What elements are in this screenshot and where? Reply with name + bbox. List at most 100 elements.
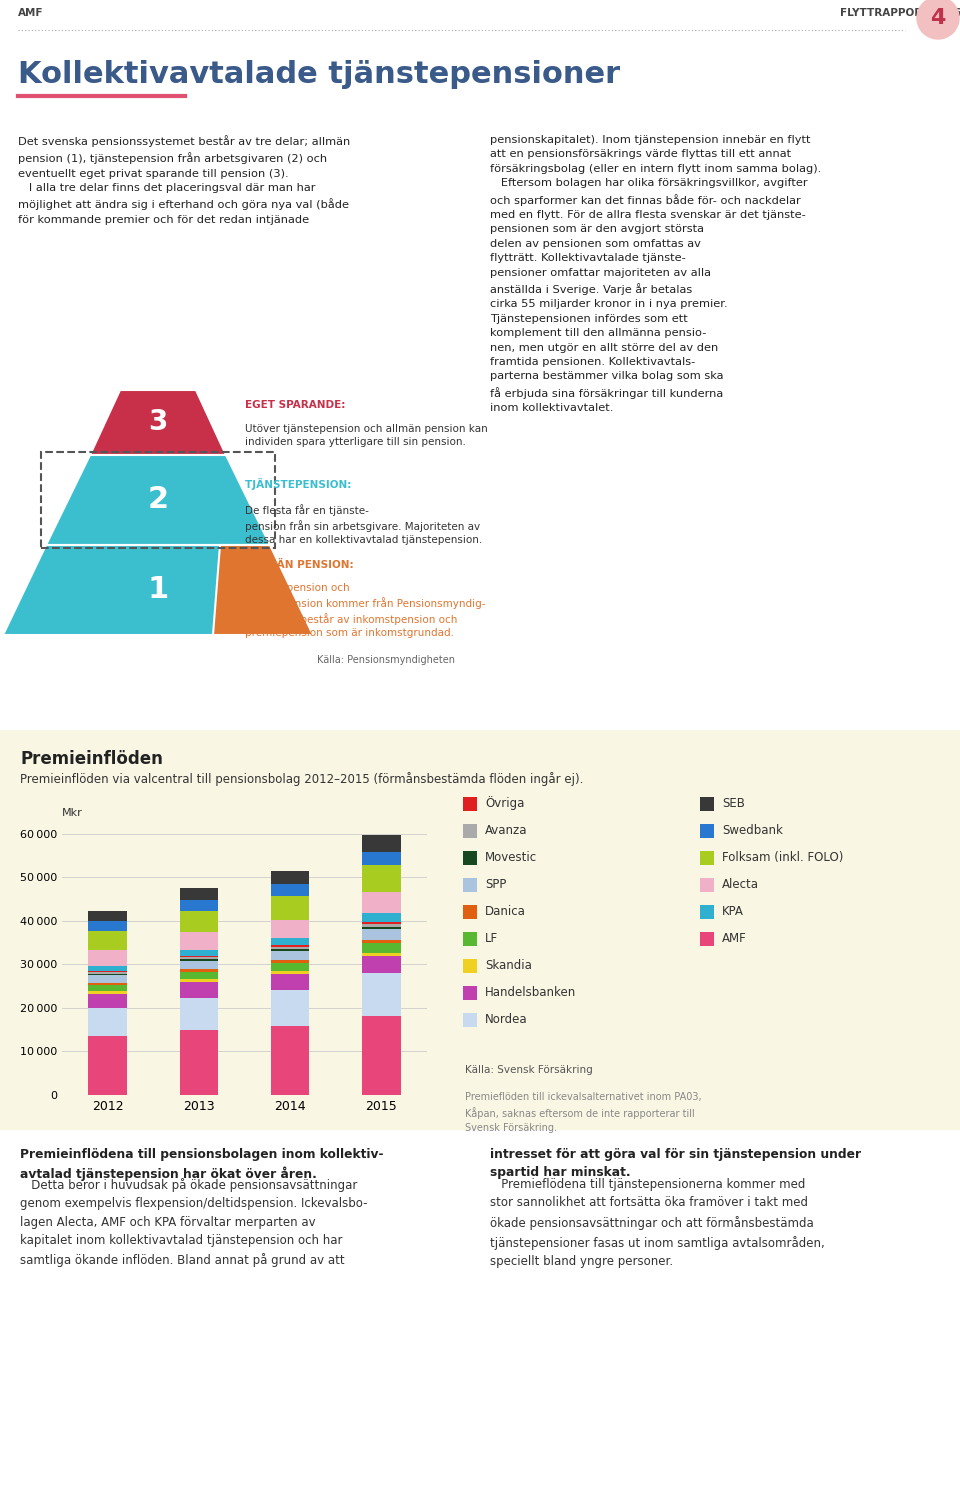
Text: Premieflöden till ickevalsalternativet inom PA03,
Kåpan, saknas eftersom de inte: Premieflöden till ickevalsalternativet i… (465, 1091, 702, 1133)
Bar (180, 982, 218, 999)
Bar (180, 957, 218, 959)
Bar (700, 878, 714, 891)
Bar (271, 963, 309, 970)
Bar (700, 796, 714, 811)
Bar (362, 944, 400, 953)
Bar (362, 924, 400, 927)
Bar (88, 1008, 127, 1036)
Bar (88, 911, 127, 921)
Bar (88, 991, 127, 993)
Bar (180, 911, 218, 932)
Bar (88, 932, 127, 950)
Text: De flesta får en tjänste-
pension från sin arbetsgivare. Majoriteten av
dessa ha: De flesta får en tjänste- pension från s… (245, 490, 482, 545)
Text: Detta beror i huvudsak på ökade pensionsavsättningar
genom exempelvis flexpensio: Detta beror i huvudsak på ökade pensions… (20, 1178, 368, 1268)
Bar (180, 1030, 218, 1094)
Polygon shape (213, 545, 313, 635)
Text: KPA: KPA (722, 905, 744, 918)
Text: intresset för att göra val för sin tjänstepension under
spartid har minskat.: intresset för att göra val för sin tjäns… (490, 1148, 861, 1179)
Polygon shape (46, 455, 270, 545)
Text: Handelsbanken: Handelsbanken (485, 985, 576, 999)
Bar (362, 929, 400, 939)
Bar (271, 960, 309, 963)
Bar (463, 959, 477, 972)
Text: SEB: SEB (722, 797, 745, 811)
Bar (180, 979, 218, 982)
Bar (180, 972, 218, 979)
Text: Swedbank: Swedbank (722, 824, 782, 838)
Bar (88, 982, 127, 985)
Bar (700, 905, 714, 918)
Bar (362, 923, 400, 924)
Bar (463, 985, 477, 999)
Bar (271, 947, 309, 950)
Bar (180, 969, 218, 972)
Bar (180, 999, 218, 1030)
Bar (463, 878, 477, 891)
Bar (362, 939, 400, 944)
Bar (271, 973, 309, 990)
Bar (88, 985, 127, 991)
Text: Övriga: Övriga (485, 797, 524, 811)
Bar (180, 959, 218, 961)
Bar (88, 966, 127, 972)
Bar (362, 956, 400, 973)
Text: TJÄNSTEPENSION:: TJÄNSTEPENSION: (245, 478, 355, 490)
Bar (271, 951, 309, 960)
Bar (0, 730, 960, 1130)
Bar (271, 945, 309, 947)
Text: Movestic: Movestic (485, 851, 538, 864)
Bar (362, 927, 400, 929)
Text: Inkomstpension och
premiepension kommer från Pensionsmyndig-
heten och består av: Inkomstpension och premiepension kommer … (245, 570, 486, 638)
Bar (180, 932, 218, 950)
Text: Nordea: Nordea (485, 1012, 528, 1026)
Bar (271, 950, 309, 951)
Text: FLYTTRAPPORT 2016: FLYTTRAPPORT 2016 (840, 7, 960, 18)
Bar (362, 864, 400, 891)
Bar (362, 973, 400, 1015)
Text: Danica: Danica (485, 905, 526, 918)
Text: AMF: AMF (18, 7, 43, 18)
Text: Källa: Pensionsmyndigheten: Källa: Pensionsmyndigheten (317, 655, 455, 664)
Bar (41, 452, 275, 548)
Bar (463, 851, 477, 864)
Text: Alecta: Alecta (722, 878, 759, 891)
Text: ALLMÄN PENSION:: ALLMÄN PENSION: (245, 560, 357, 570)
Bar (88, 975, 127, 982)
Bar (362, 914, 400, 923)
Bar (271, 1026, 309, 1094)
Text: Premieinflöden via valcentral till pensionsbolag 2012–2015 (förmånsbestämda flöd: Premieinflöden via valcentral till pensi… (20, 772, 584, 785)
Text: Premieinflöden: Premieinflöden (20, 749, 163, 767)
Text: 1: 1 (148, 575, 169, 605)
Text: Premieflödena till tjänstepensionerna kommer med
stor sannolikhet att fortsätta : Premieflödena till tjänstepensionerna ko… (490, 1178, 825, 1268)
Text: AMF: AMF (722, 932, 747, 945)
Bar (362, 853, 400, 864)
Text: Folksam (inkl. FOLO): Folksam (inkl. FOLO) (722, 851, 844, 864)
Text: Utöver tjänstepension och allmän pension kan
individen spara ytterligare till si: Utöver tjänstepension och allmän pension… (245, 411, 488, 446)
Bar (362, 835, 400, 853)
Bar (700, 824, 714, 838)
Polygon shape (3, 545, 313, 635)
Text: 3: 3 (148, 409, 168, 436)
Bar (362, 953, 400, 956)
Bar (271, 920, 309, 939)
Text: Premieinflödena till pensionsbolagen inom kollektiv-
avtalad tjänstepension har : Premieinflödena till pensionsbolagen ino… (20, 1148, 383, 1181)
Bar (88, 1036, 127, 1094)
Bar (362, 1015, 400, 1094)
Bar (463, 796, 477, 811)
Text: 2: 2 (148, 485, 169, 515)
Bar (271, 884, 309, 896)
Bar (271, 939, 309, 945)
Bar (463, 932, 477, 945)
Circle shape (917, 0, 959, 39)
Bar (180, 950, 218, 956)
Text: SPP: SPP (485, 878, 506, 891)
Bar (180, 900, 218, 911)
Polygon shape (90, 390, 226, 455)
Bar (463, 905, 477, 918)
Text: LF: LF (485, 932, 498, 945)
Bar (180, 961, 218, 969)
Bar (700, 851, 714, 864)
Bar (88, 950, 127, 966)
Bar (271, 870, 309, 884)
Text: Mkr: Mkr (62, 809, 83, 818)
